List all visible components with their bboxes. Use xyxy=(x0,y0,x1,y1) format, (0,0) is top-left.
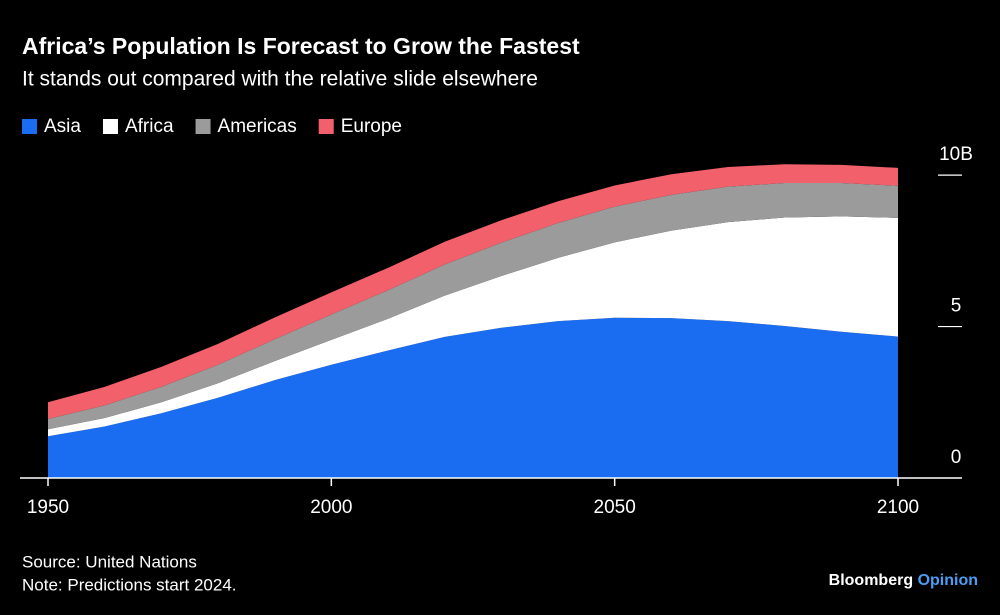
brand-sub: Opinion xyxy=(918,572,978,589)
brand: Bloomberg Opinion xyxy=(829,572,978,589)
chart-title: Africa’s Population Is Forecast to Grow … xyxy=(22,33,580,59)
legend-swatch xyxy=(195,119,211,134)
x-tick-label: 2100 xyxy=(877,497,919,518)
legend-label: Africa xyxy=(125,116,174,137)
legend-swatch xyxy=(318,119,334,134)
legend-label: Asia xyxy=(44,116,81,137)
legend-label: Americas xyxy=(218,116,297,137)
area xyxy=(48,317,898,478)
area xyxy=(48,164,898,419)
brand-name: Bloomberg xyxy=(829,572,913,589)
x-tick-label: 2050 xyxy=(594,497,636,518)
x-tick-label: 2000 xyxy=(310,497,352,518)
area xyxy=(48,183,898,430)
legend-swatch xyxy=(22,119,37,134)
legend-swatch xyxy=(102,119,118,134)
chart-subtitle: It stands out compared with the relative… xyxy=(22,68,538,91)
y-tick-label: 0 xyxy=(951,447,962,468)
legend-label: Europe xyxy=(341,116,402,137)
note: Note: Predictions start 2024. xyxy=(22,575,237,594)
x-tick-label: 1950 xyxy=(27,497,69,518)
source: Source: United Nations xyxy=(22,552,197,571)
y-tick-label: 5 xyxy=(951,296,962,317)
area xyxy=(48,216,898,437)
y-tick-label: 10B xyxy=(939,144,973,165)
